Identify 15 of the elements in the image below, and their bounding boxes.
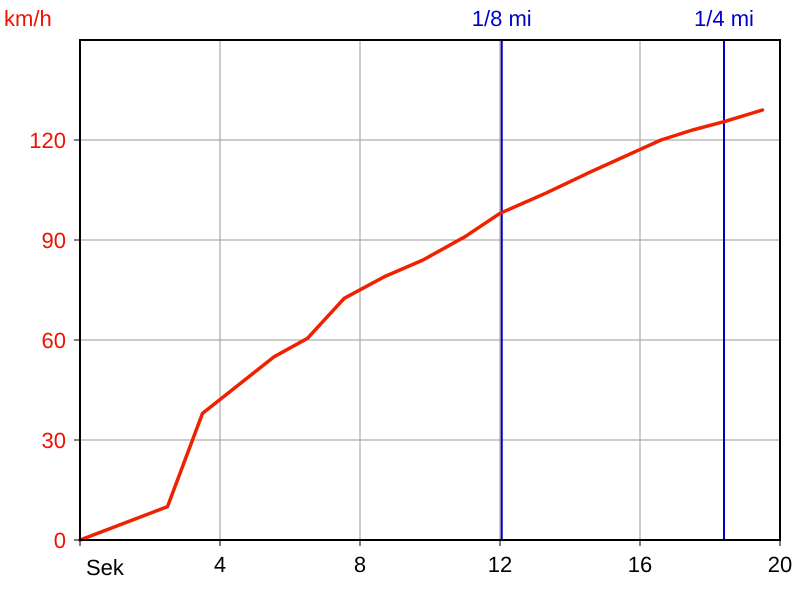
x-tick-label: 12 <box>488 552 512 577</box>
y-tick-label: 120 <box>29 128 66 153</box>
x-tick-label: 20 <box>768 552 792 577</box>
y-tick-label: 90 <box>42 228 66 253</box>
y-tick-label: 0 <box>54 528 66 553</box>
ref-line-label: 1/4 mi <box>694 6 754 31</box>
line-series <box>78 108 764 542</box>
y-tick-label: 30 <box>42 428 66 453</box>
x-tick-label: 16 <box>628 552 652 577</box>
x-tick-label: 4 <box>214 552 226 577</box>
x-tick-label: 8 <box>354 552 366 577</box>
y-axis-title: km/h <box>4 6 52 31</box>
y-tick-label: 60 <box>42 328 66 353</box>
ref-line-label: 1/8 mi <box>472 6 532 31</box>
x-axis-title: Sek <box>86 555 125 580</box>
